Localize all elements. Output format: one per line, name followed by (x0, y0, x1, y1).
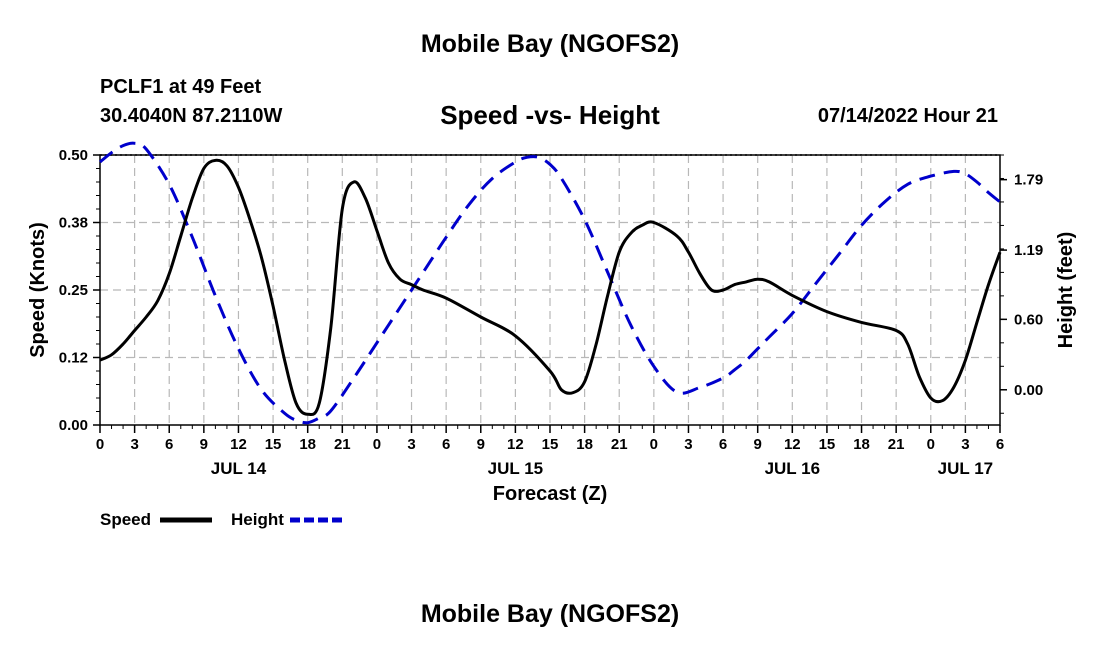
x-tick-label: 18 (299, 436, 316, 453)
chart-title: Speed -vs- Height (440, 100, 660, 130)
x-tick-label: 9 (200, 436, 208, 453)
x-tick-label: 9 (754, 436, 762, 453)
height-series-line (99, 141, 1001, 425)
axes-layer (93, 154, 1007, 433)
right-tick-label: 0.00 (1014, 382, 1043, 399)
left-axis-title: Speed (Knots) (27, 222, 49, 358)
station-label: PCLF1 at 49 Feet (100, 76, 262, 98)
right-tick-label: 1.19 (1014, 242, 1043, 259)
x-tick-label: 18 (576, 436, 593, 453)
right-tick-label: 1.79 (1014, 172, 1043, 189)
x-tick-label: 15 (265, 436, 282, 453)
date-label: JUL 14 (211, 459, 267, 478)
x-tick-label: 0 (650, 436, 658, 453)
x-tick-label: 12 (507, 436, 524, 453)
x-tick-label: 21 (888, 436, 905, 453)
x-tick-label: 3 (684, 436, 692, 453)
x-tick-label: 6 (719, 436, 727, 453)
date-label: JUL 15 (488, 459, 543, 478)
left-tick-label: 0.12 (59, 350, 88, 367)
legend: Speed Height (100, 510, 342, 529)
x-tick-label: 6 (165, 436, 173, 453)
x-tick-label: 3 (407, 436, 415, 453)
x-tick-label: 0 (373, 436, 381, 453)
x-tick-label: 9 (477, 436, 485, 453)
x-tick-label: 15 (542, 436, 559, 453)
grid-layer (100, 154, 1000, 425)
legend-speed-label: Speed (100, 510, 151, 529)
date-label: JUL 17 (938, 459, 993, 478)
left-tick-label: 0.50 (59, 147, 88, 164)
x-tick-label: 18 (853, 436, 870, 453)
date-label: JUL 16 (765, 459, 820, 478)
x-tick-label: 0 (96, 436, 104, 453)
x-tick-label: 3 (961, 436, 969, 453)
right-tick-label: 0.60 (1014, 311, 1043, 328)
left-tick-label: 0.38 (59, 215, 88, 232)
speed-series-line (99, 158, 1002, 417)
x-tick-label: 6 (996, 436, 1004, 453)
label-layer: 0 3 6 9 12 15 18 21 0 3 6 9 12 15 18 21 0 3 6 9 12 15 18 21 0 3 6J… (27, 147, 1077, 505)
left-tick-label: 0.25 (59, 282, 88, 299)
x-tick-label: 12 (230, 436, 247, 453)
x-tick-label: 21 (334, 436, 351, 453)
footer-title: Mobile Bay (NGOFS2) (420, 600, 680, 628)
forecast-timestamp: 07/14/2022 Hour 21 (817, 105, 998, 127)
x-tick-label: 21 (611, 436, 628, 453)
speed-height-chart: 0 3 6 9 12 15 18 21 0 3 6 9 12 15 18 21 0 3 6 9 12 15 18 21 0 3 6J… (27, 141, 1077, 529)
left-tick-label: 0.00 (59, 417, 88, 434)
legend-height-label: Height (231, 510, 284, 529)
page-title: Mobile Bay (NGOFS2) (420, 30, 680, 58)
x-tick-label: 15 (819, 436, 836, 453)
x-tick-label: 6 (442, 436, 450, 453)
station-coordinates: 30.4040N 87.2110W (100, 105, 283, 127)
right-axis-title: Height (feet) (1055, 232, 1077, 349)
x-tick-label: 12 (784, 436, 801, 453)
x-axis-title: Forecast (Z) (493, 483, 607, 505)
x-tick-label: 3 (130, 436, 138, 453)
x-tick-label: 0 (927, 436, 935, 453)
